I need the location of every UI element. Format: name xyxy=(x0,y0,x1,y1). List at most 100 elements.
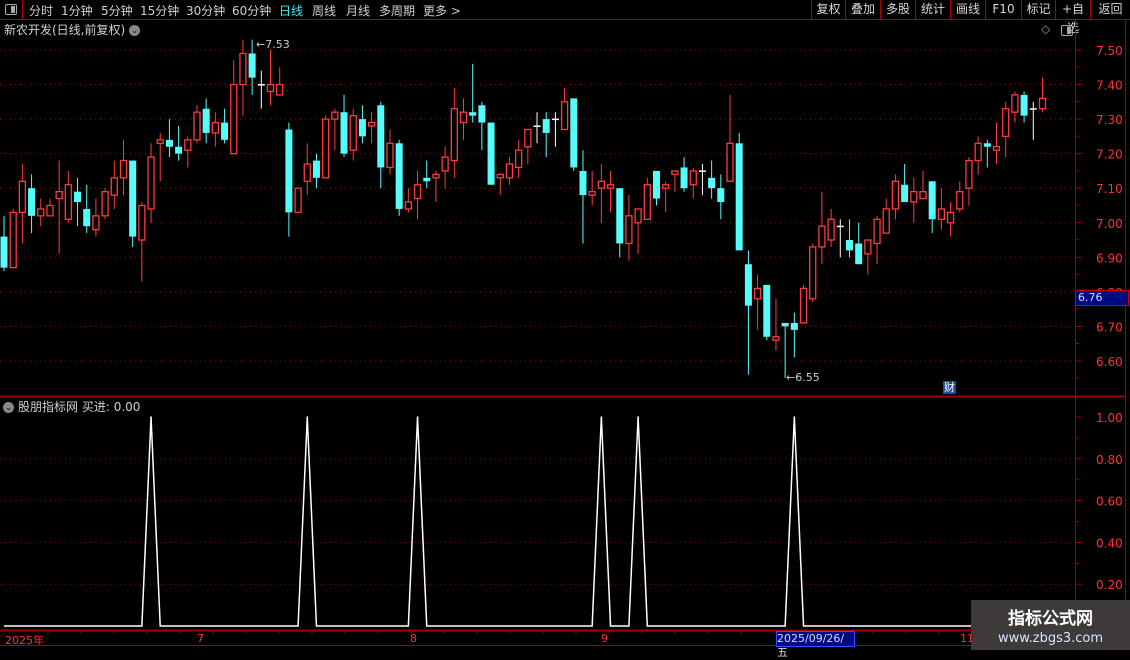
candle[interactable] xyxy=(560,88,569,131)
candle[interactable] xyxy=(257,70,265,109)
candle[interactable] xyxy=(891,174,900,220)
candle[interactable] xyxy=(616,188,624,258)
candle[interactable] xyxy=(974,136,982,175)
candle[interactable] xyxy=(983,139,991,168)
candle[interactable] xyxy=(211,112,220,147)
candle[interactable] xyxy=(625,195,633,261)
candle[interactable] xyxy=(46,198,54,217)
candle[interactable] xyxy=(992,122,1001,165)
period-tab[interactable]: 15分钟 xyxy=(140,4,180,18)
candle[interactable] xyxy=(717,174,725,220)
candle[interactable] xyxy=(101,188,109,220)
chevron-down-icon[interactable]: ⌄ xyxy=(129,25,141,36)
candle[interactable] xyxy=(588,170,596,206)
candle[interactable] xyxy=(28,174,36,234)
candle[interactable] xyxy=(55,160,63,254)
candle[interactable] xyxy=(64,170,72,223)
candle[interactable] xyxy=(680,157,688,192)
candle[interactable] xyxy=(413,170,422,220)
candle[interactable] xyxy=(772,298,780,351)
chevron-down-icon[interactable]: ⌄ xyxy=(3,402,14,413)
candle[interactable] xyxy=(643,177,651,220)
candle[interactable] xyxy=(248,39,256,95)
period-tab[interactable]: 30分钟 xyxy=(186,4,226,18)
candle[interactable] xyxy=(726,94,734,182)
candle[interactable] xyxy=(809,243,817,303)
candle[interactable] xyxy=(873,215,881,265)
candle[interactable] xyxy=(276,67,284,96)
candle[interactable] xyxy=(799,284,808,324)
candle[interactable] xyxy=(524,128,532,165)
candle[interactable] xyxy=(266,50,275,106)
candle[interactable] xyxy=(221,108,229,144)
candle[interactable] xyxy=(367,112,376,144)
candle[interactable] xyxy=(432,170,440,203)
candle[interactable] xyxy=(487,122,495,185)
candle[interactable] xyxy=(386,129,394,175)
period-tab[interactable]: 1分钟 xyxy=(61,4,93,18)
candle[interactable] xyxy=(533,112,541,144)
candle[interactable] xyxy=(202,98,210,144)
diamond-icon[interactable]: ◇ xyxy=(1041,22,1051,36)
toolbar-button[interactable]: 画线 xyxy=(950,0,985,19)
candle[interactable] xyxy=(542,112,550,158)
candle[interactable] xyxy=(175,126,183,161)
layout-toggle-button[interactable] xyxy=(0,0,23,19)
period-tab[interactable]: 分时 xyxy=(29,4,54,18)
candle[interactable] xyxy=(110,160,118,209)
candle[interactable] xyxy=(634,208,642,254)
candle[interactable] xyxy=(901,164,909,203)
candle[interactable] xyxy=(864,239,872,275)
candle[interactable] xyxy=(395,139,403,216)
candle[interactable] xyxy=(818,191,826,265)
candle[interactable] xyxy=(1011,91,1019,123)
candle[interactable] xyxy=(358,105,366,144)
candle[interactable] xyxy=(459,98,468,140)
toolbar-button[interactable]: F10 xyxy=(985,0,1021,19)
candle[interactable] xyxy=(928,181,936,234)
toolbar-button[interactable]: 叠加 xyxy=(845,0,880,19)
candle[interactable] xyxy=(193,105,201,144)
candle[interactable] xyxy=(965,157,973,206)
candle[interactable] xyxy=(855,222,863,265)
candle[interactable] xyxy=(790,312,798,358)
candle[interactable] xyxy=(570,98,578,171)
candle[interactable] xyxy=(119,139,128,196)
candle[interactable] xyxy=(956,181,964,213)
toolbar-button[interactable]: 统计 xyxy=(915,0,950,19)
candle[interactable] xyxy=(377,101,385,189)
candle[interactable] xyxy=(450,88,458,178)
candle[interactable] xyxy=(83,184,91,234)
candle[interactable] xyxy=(652,170,660,206)
candle[interactable] xyxy=(937,188,946,230)
candle[interactable] xyxy=(919,170,927,200)
candle[interactable] xyxy=(845,219,853,258)
candle[interactable] xyxy=(597,164,605,223)
candle[interactable] xyxy=(9,208,17,269)
candle[interactable] xyxy=(285,122,293,237)
toolbar-button[interactable]: 多股 xyxy=(880,0,915,19)
candle[interactable] xyxy=(294,187,302,214)
period-tab[interactable]: 60分钟 xyxy=(232,4,272,18)
candle[interactable] xyxy=(321,115,330,179)
period-tab[interactable]: 周线 xyxy=(312,4,337,18)
candle[interactable] xyxy=(340,94,348,158)
candle[interactable] xyxy=(147,143,155,223)
candle[interactable] xyxy=(496,173,504,196)
candle[interactable] xyxy=(156,132,164,182)
panel-toggle-icon[interactable] xyxy=(1061,25,1073,36)
candle[interactable] xyxy=(551,112,559,147)
candle[interactable] xyxy=(423,160,431,189)
toolbar-button[interactable]: 标记 xyxy=(1021,0,1055,19)
candle[interactable] xyxy=(0,215,8,272)
candle[interactable] xyxy=(478,101,486,151)
candle[interactable] xyxy=(312,153,320,189)
candle[interactable] xyxy=(827,208,835,247)
candle[interactable] xyxy=(753,274,762,330)
period-tab[interactable]: 更多 > xyxy=(423,4,461,18)
candle[interactable] xyxy=(184,136,192,168)
candle[interactable] xyxy=(836,219,844,258)
candle[interactable] xyxy=(331,108,339,151)
period-tab[interactable]: 日线 xyxy=(279,4,304,18)
